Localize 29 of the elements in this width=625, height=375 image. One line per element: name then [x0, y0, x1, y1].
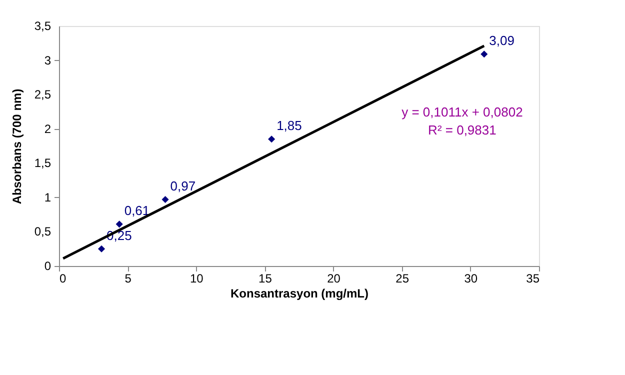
annotation: y = 0,1011x + 0,0802 — [402, 104, 523, 120]
point — [268, 136, 276, 143]
x-tick-label: 30 — [464, 272, 478, 286]
y-tick-label: 3 — [44, 53, 52, 68]
point — [116, 220, 123, 228]
point — [162, 196, 169, 204]
y-tick-label: 3,5 — [34, 19, 52, 33]
x-tick-label: 15 — [258, 272, 272, 286]
y-tick-label: 0,5 — [34, 224, 52, 239]
y-tick-label: 0 — [44, 259, 52, 273]
x-tick-label: 20 — [327, 272, 341, 286]
y-tick-label: 2,5 — [34, 88, 52, 102]
y-axis-title: Absorbans (700 nm) — [10, 88, 24, 204]
y-tick-label: 2 — [44, 122, 52, 136]
x-tick-label: 10 — [190, 272, 204, 286]
x-axis-title: Konsantrasyon (mg/mL) — [230, 286, 369, 300]
y-tick-label: 1 — [44, 190, 52, 204]
x-tick-label: 35 — [526, 272, 540, 286]
point — [98, 245, 106, 252]
y-tick-label: 1,5 — [34, 156, 52, 170]
x-tick-label: 5 — [124, 272, 132, 286]
annotation: R² = 0,9831 — [428, 122, 496, 138]
x-tick-label: 25 — [396, 272, 410, 286]
data-label: 0,61 — [124, 203, 150, 218]
x-tick-label: 0 — [60, 272, 66, 286]
data-label: 0,97 — [170, 178, 196, 194]
point — [480, 50, 488, 58]
data-label: 3,09 — [489, 33, 514, 48]
data-label: 1,85 — [276, 118, 302, 134]
